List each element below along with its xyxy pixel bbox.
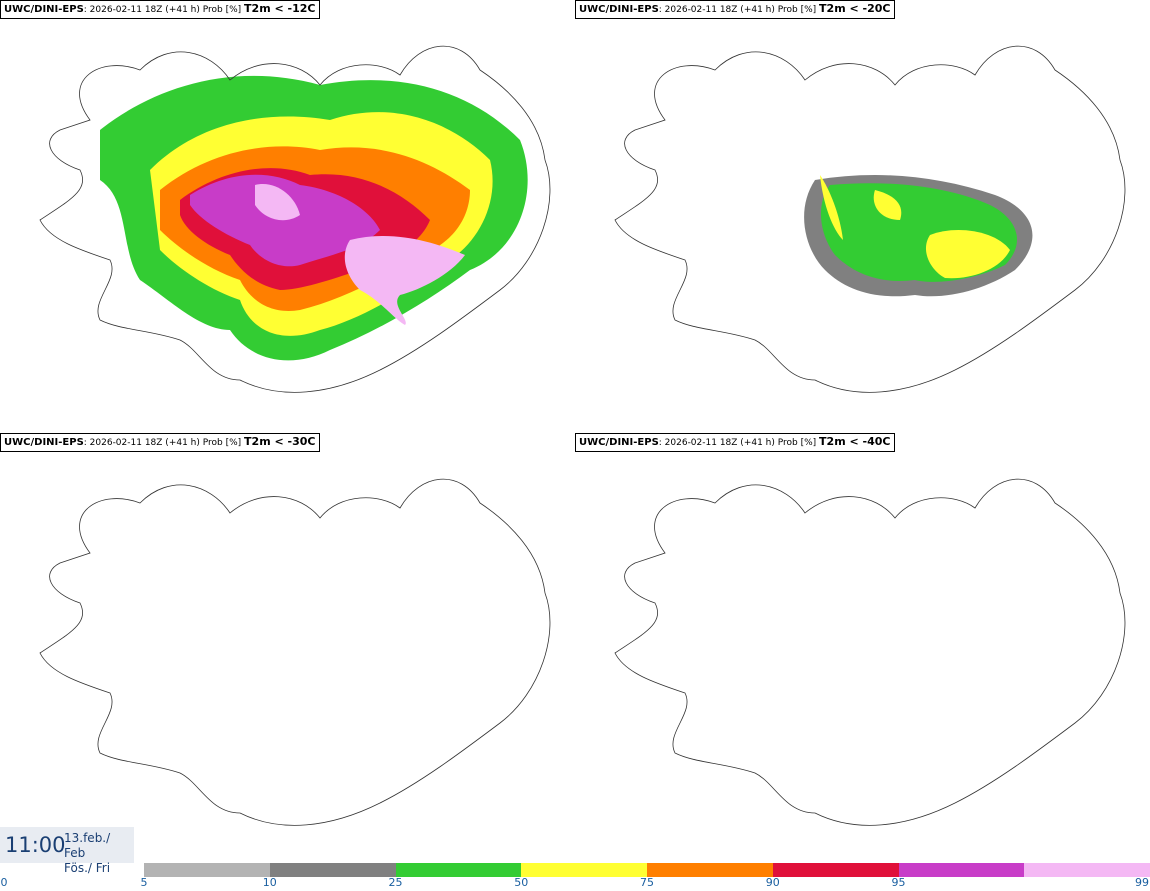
coastline — [39, 45, 551, 393]
map-panel-t2m-40: UWC/DINI-EPS: 2026-02-11 18Z (+41 h) Pro… — [575, 433, 1150, 863]
panel-title: UWC/DINI-EPS: 2026-02-11 18Z (+41 h) Pro… — [575, 0, 895, 19]
valid-date: 13.feb./ Feb Fös./ Fri — [64, 831, 134, 876]
colorbar-ticks: 0 5 10 25 50 75 90 95 99 — [0, 876, 1150, 890]
colorbar-segment — [144, 863, 270, 877]
colorbar-tick-label: 90 — [765, 876, 780, 889]
colorbar-tick-label: 0 — [0, 876, 8, 889]
iceland-map — [614, 478, 1126, 826]
colorbar-tick-label: 25 — [388, 876, 403, 889]
colorbar-tick-label: 5 — [140, 876, 148, 889]
colorbar-segment — [772, 863, 899, 877]
panel-title: UWC/DINI-EPS: 2026-02-11 18Z (+41 h) Pro… — [575, 433, 895, 452]
colorbar-tick-label: 95 — [891, 876, 906, 889]
colorbar-segment — [395, 863, 522, 877]
iceland-map — [614, 45, 1126, 393]
map-panel-t2m-12: UWC/DINI-EPS: 2026-02-11 18Z (+41 h) Pro… — [0, 0, 575, 430]
colorbar-segment — [647, 863, 773, 877]
probability-fill — [100, 75, 528, 361]
iceland-map — [39, 45, 551, 393]
iceland-map — [39, 478, 551, 826]
colorbar-segment — [269, 863, 396, 877]
panel-title: UWC/DINI-EPS: 2026-02-11 18Z (+41 h) Pro… — [0, 433, 320, 452]
colorbar-tick-label: 99 — [1135, 876, 1149, 889]
probability-fill — [804, 175, 1033, 297]
date-line-2: Fös./ Fri — [64, 861, 111, 875]
colorbar-tick-label: 10 — [262, 876, 277, 889]
colorbar-tick-label: 50 — [514, 876, 529, 889]
panel-title: UWC/DINI-EPS: 2026-02-11 18Z (+41 h) Pro… — [0, 0, 320, 19]
colorbar-segment — [1024, 863, 1150, 877]
date-line-1: 13.feb./ Feb — [64, 831, 111, 860]
colorbar-segment — [898, 863, 1025, 877]
valid-time: 11:00 — [5, 833, 66, 857]
coastline — [614, 478, 1126, 826]
map-panel-t2m-30: UWC/DINI-EPS: 2026-02-11 18Z (+41 h) Pro… — [0, 433, 575, 863]
colorbar-segment — [521, 863, 647, 877]
colorbar — [144, 863, 1150, 877]
valid-time-box: 11:00 13.feb./ Feb Fös./ Fri — [0, 827, 134, 875]
colorbar-tick-label: 75 — [640, 876, 654, 889]
coastline — [614, 45, 1126, 393]
coastline — [39, 478, 551, 826]
map-panel-t2m-20: UWC/DINI-EPS: 2026-02-11 18Z (+41 h) Pro… — [575, 0, 1150, 430]
